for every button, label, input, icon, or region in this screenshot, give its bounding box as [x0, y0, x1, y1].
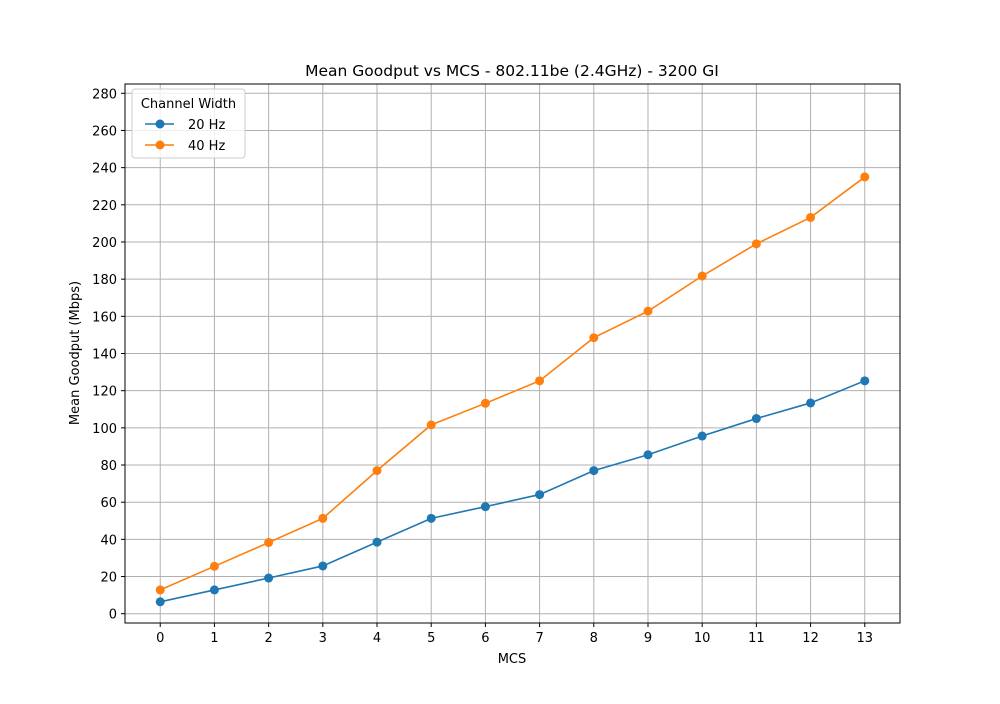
x-tick-label: 4 — [373, 631, 381, 646]
y-tick-label: 20 — [100, 571, 117, 586]
legend-label: 20 Hz — [188, 118, 225, 133]
data-point — [806, 212, 816, 222]
chart-title: Mean Goodput vs MCS - 802.11be (2.4GHz) … — [305, 62, 719, 80]
data-point — [535, 376, 545, 386]
legend-marker — [155, 119, 165, 129]
x-tick-label: 0 — [156, 631, 164, 646]
data-point — [264, 573, 274, 583]
x-tick-label: 9 — [644, 631, 652, 646]
legend-title: Channel Width — [141, 97, 236, 112]
data-point — [589, 466, 599, 476]
data-point — [860, 376, 870, 386]
y-tick-label: 280 — [92, 87, 117, 102]
x-axis-label: MCS — [498, 652, 527, 667]
y-tick-label: 60 — [100, 496, 117, 511]
y-tick-label: 180 — [92, 273, 117, 288]
y-tick-label: 80 — [100, 459, 117, 474]
data-point — [697, 271, 707, 281]
y-tick-label: 40 — [100, 533, 117, 548]
data-point — [318, 561, 328, 571]
data-point — [589, 333, 599, 343]
x-tick-label: 5 — [427, 631, 435, 646]
x-tick-label: 2 — [264, 631, 272, 646]
data-point — [372, 537, 382, 547]
data-point — [697, 431, 707, 441]
x-tick-label: 6 — [481, 631, 489, 646]
data-point — [643, 306, 653, 316]
series-0 — [155, 376, 870, 607]
data-point — [318, 513, 328, 523]
y-tick-label: 220 — [92, 199, 117, 214]
data-point — [860, 172, 870, 182]
data-point — [426, 513, 436, 523]
x-tick-label: 8 — [590, 631, 598, 646]
data-point — [155, 585, 165, 595]
y-tick-label: 260 — [92, 124, 117, 139]
x-tick-label: 13 — [856, 631, 873, 646]
y-tick-label: 200 — [92, 236, 117, 251]
x-tick-label: 1 — [210, 631, 218, 646]
data-point — [372, 466, 382, 476]
y-tick-label: 120 — [92, 385, 117, 400]
data-point — [751, 414, 761, 424]
legend: Channel Width 20 Hz 40 Hz — [131, 88, 246, 159]
data-point — [535, 490, 545, 500]
series-line — [159, 176, 866, 591]
series — [155, 172, 870, 607]
data-point — [264, 538, 274, 548]
y-tick-label: 100 — [92, 422, 117, 437]
axes: 0 1 2 3 4 5 6 7 8 9 10 11 12 130204060801001201401601… — [92, 83, 901, 646]
y-tick-label: 240 — [92, 162, 117, 177]
data-point — [751, 239, 761, 249]
legend-label: 40 Hz — [188, 139, 225, 154]
data-point — [426, 420, 436, 430]
legend-marker — [155, 140, 165, 150]
data-point — [480, 398, 490, 408]
x-tick-label: 3 — [319, 631, 327, 646]
data-point — [480, 502, 490, 512]
data-point — [209, 561, 219, 571]
data-point — [806, 398, 816, 408]
grid — [125, 84, 900, 623]
x-tick-label: 7 — [535, 631, 543, 646]
x-tick-label: 12 — [802, 631, 819, 646]
data-point — [155, 597, 165, 607]
series-1 — [155, 172, 870, 595]
y-tick-label: 140 — [92, 348, 117, 363]
x-tick-label: 11 — [748, 631, 765, 646]
y-tick-label: 0 — [109, 608, 117, 623]
data-point — [643, 450, 653, 460]
y-axis-label: Mean Goodput (Mbps) — [68, 281, 83, 425]
series-line — [160, 380, 866, 603]
y-tick-label: 160 — [92, 310, 117, 325]
data-point — [209, 585, 219, 595]
x-tick-label: 10 — [694, 631, 711, 646]
